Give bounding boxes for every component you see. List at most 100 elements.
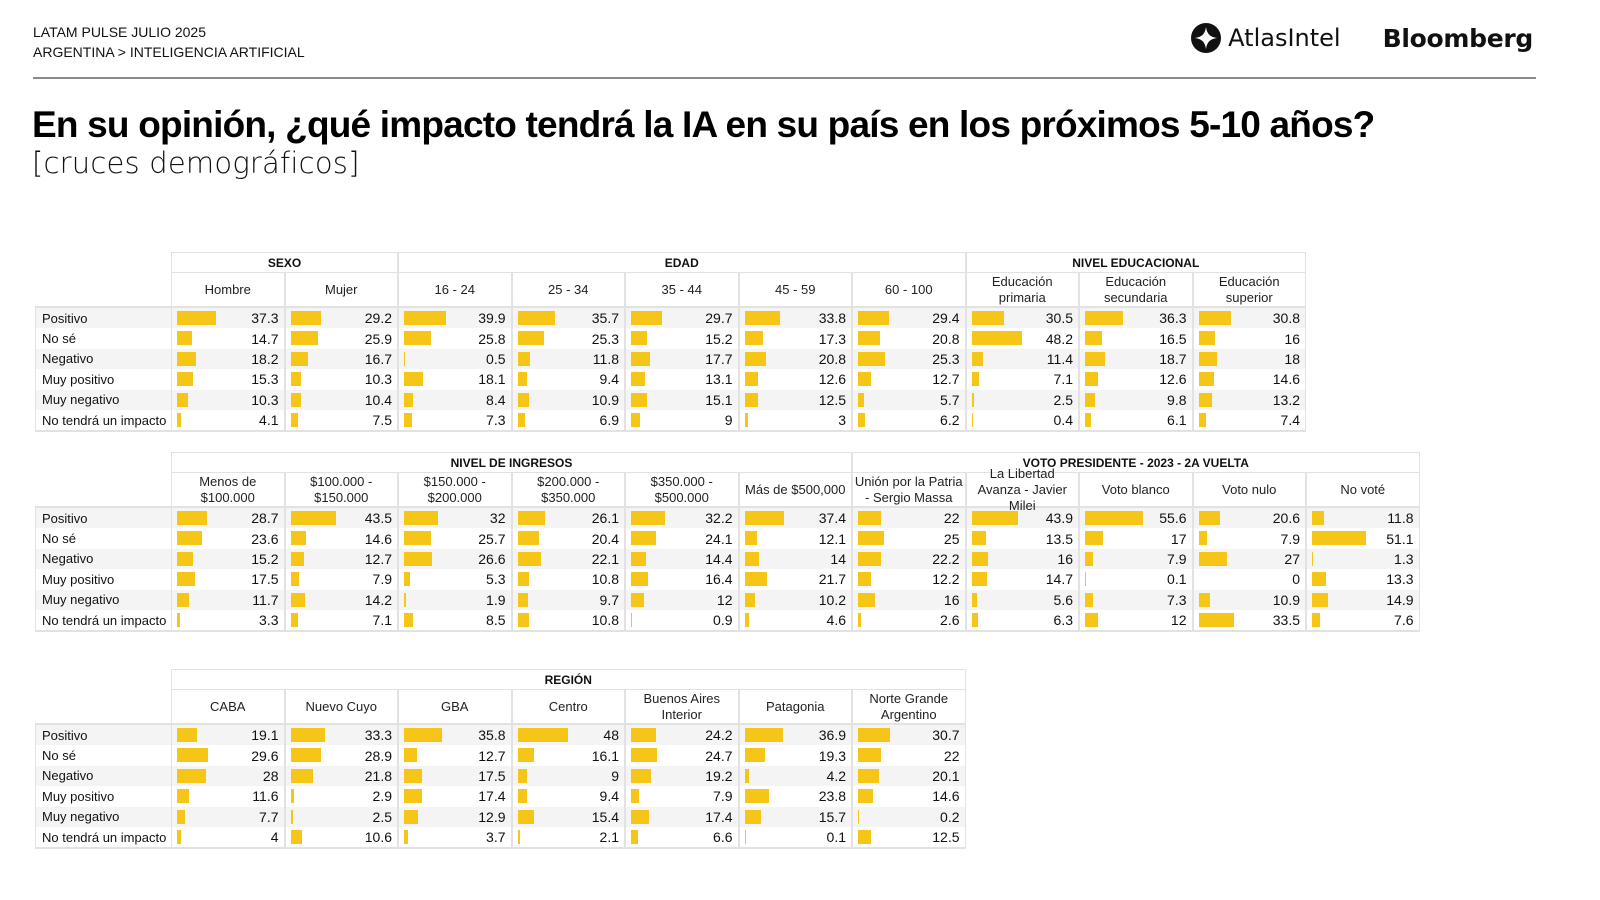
- value-label: 25.9: [364, 330, 392, 347]
- value-cell: 20.1: [852, 765, 966, 787]
- column-header: Patagonia: [738, 690, 852, 725]
- value-cell: 13.3: [1306, 569, 1420, 590]
- value-label: 33.5: [1272, 612, 1300, 629]
- value-label: 7.3: [486, 412, 506, 429]
- value-label: 7.9: [713, 788, 733, 805]
- column-header: $200.000 - $350.000: [511, 473, 625, 508]
- table-bottom-border: [35, 430, 1306, 433]
- value-bar: [404, 789, 423, 804]
- value-label: 21.8: [364, 767, 392, 784]
- value-bar: [971, 392, 975, 407]
- value-cell: 10.4: [284, 389, 398, 410]
- group-header: NIVEL DE INGRESOS: [171, 452, 852, 473]
- value-label: 4: [270, 829, 279, 846]
- value-cell: 33.8: [738, 308, 852, 329]
- value-cell: 25.9: [284, 328, 398, 349]
- value-label: 14.9: [1386, 591, 1414, 608]
- value-cell: 33.3: [284, 725, 398, 746]
- value-label: 4.1: [259, 412, 279, 429]
- value-bar: [971, 531, 986, 546]
- value-bar: [290, 809, 294, 824]
- value-label: 11.8: [592, 350, 619, 367]
- value-bar: [517, 311, 555, 325]
- value-cell: 13.1: [625, 369, 739, 390]
- value-cell: 16: [852, 589, 966, 610]
- value-cell: 5.7: [852, 389, 966, 410]
- value-cell: 17.4: [625, 806, 739, 827]
- value-label: 21.7: [818, 571, 846, 588]
- value-cell: 9.8: [1079, 389, 1193, 410]
- value-cell: 30.8: [1192, 308, 1306, 329]
- value-cell: 4: [171, 826, 285, 848]
- value-label: 9.7: [599, 591, 619, 608]
- value-bar: [858, 612, 861, 627]
- value-label: 36.3: [1159, 310, 1187, 327]
- value-label: 7.7: [259, 808, 279, 825]
- value-cell: 2.1: [511, 826, 625, 848]
- value-bar: [517, 592, 528, 607]
- value-cell: 16.4: [625, 569, 739, 590]
- value-label: 6.3: [1053, 612, 1073, 629]
- value-bar: [404, 511, 438, 525]
- value-label: 7.5: [372, 412, 392, 429]
- value-bar: [631, 392, 647, 407]
- value-cell: 22.1: [511, 548, 625, 570]
- value-label: 0.5: [486, 350, 506, 367]
- value-cell: 14.4: [625, 548, 739, 570]
- value-cell: 3.3: [171, 609, 285, 631]
- value-bar: [290, 789, 294, 804]
- value-bar: [744, 829, 746, 844]
- value-cell: 1.9: [398, 589, 512, 610]
- column-header: No voté: [1306, 473, 1420, 508]
- value-label: 37.4: [818, 510, 846, 527]
- value-cell: 29.4: [852, 308, 966, 329]
- value-label: 19.1: [251, 727, 279, 744]
- value-bar: [404, 311, 446, 325]
- value-cell: 7.9: [1079, 548, 1193, 570]
- value-label: 7.4: [1280, 412, 1300, 429]
- value-bar: [744, 531, 758, 546]
- value-label: 22: [943, 747, 960, 764]
- value-label: 22.1: [591, 550, 619, 567]
- value-bar: [1198, 531, 1207, 546]
- value-label: 0: [1292, 571, 1300, 588]
- value-cell: 13.2: [1192, 389, 1306, 410]
- value-label: 33.3: [364, 727, 392, 744]
- group-header: EDAD: [398, 252, 966, 273]
- value-cell: 30.5: [965, 308, 1079, 329]
- row-label: Positivo: [35, 725, 171, 746]
- value-bar: [404, 331, 432, 346]
- crosstab-table-2: NIVEL DE INGRESOS VOTO PRESIDENTE - 2023 …: [35, 452, 1420, 633]
- column-header-row: Menos de $100.000 $100.000 - $150.000 $150…: [35, 466, 1420, 513]
- value-bar: [971, 551, 989, 566]
- value-cell: 25.3: [511, 328, 625, 349]
- value-bar: [631, 331, 647, 346]
- value-bar: [1085, 531, 1103, 546]
- value-cell: 18.7: [1079, 348, 1193, 370]
- value-cell: 7.3: [1079, 589, 1193, 610]
- column-header: Educación superior: [1192, 273, 1306, 308]
- value-bar: [631, 592, 644, 607]
- column-header-spacer: [35, 690, 171, 725]
- value-cell: 0.1: [1079, 569, 1193, 590]
- value-cell: 10.3: [284, 369, 398, 390]
- table-row: No sé 23.6 14.6 25.7 20.4 24.1 12.1 25 13.5 17 7.9…: [35, 528, 1420, 549]
- value-label: 11.6: [252, 788, 279, 805]
- value-label: 29.4: [932, 310, 960, 327]
- value-label: 3: [838, 412, 846, 429]
- value-cell: 51.1: [1306, 528, 1420, 549]
- value-cell: 32: [398, 508, 512, 529]
- value-bar: [858, 728, 891, 742]
- value-bar: [404, 351, 405, 366]
- value-bar: [290, 612, 298, 627]
- value-bar: [290, 351, 309, 366]
- value-label: 18.1: [478, 371, 506, 388]
- row-label: Negativo: [35, 765, 171, 787]
- table-row: Muy negativo 7.7 2.5 12.9 15.4 17.4 15.7 0.2: [35, 806, 966, 827]
- value-label: 12.7: [478, 747, 506, 764]
- row-label: Muy positivo: [35, 569, 171, 590]
- column-header: Nuevo Cuyo: [284, 690, 398, 725]
- column-header: Buenos Aires Interior: [625, 690, 739, 725]
- value-cell: 48.2: [965, 328, 1079, 349]
- column-header: La Libertad Avanza - Javier Milei: [965, 466, 1079, 513]
